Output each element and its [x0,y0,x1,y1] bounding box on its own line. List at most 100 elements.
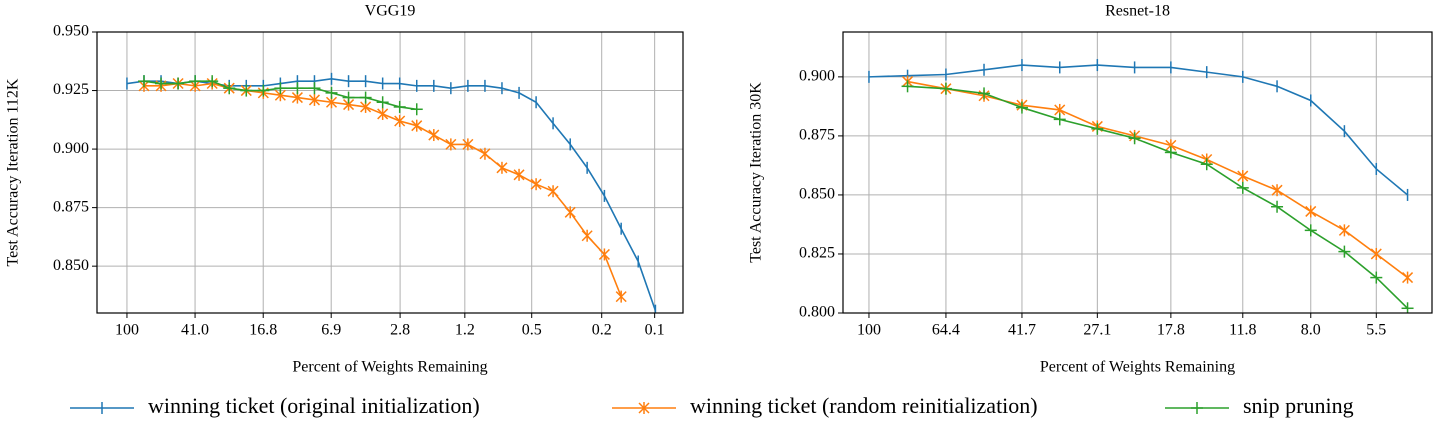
x-tick-label: 0.1 [645,322,665,339]
point-marker [1236,181,1249,194]
legend-label: snip pruning [1243,393,1354,418]
point-marker [1164,146,1177,159]
x-tick-label: 6.9 [321,322,341,339]
point-marker [291,82,304,95]
x-tick-label: 41.0 [181,322,209,339]
point-marker [1305,205,1317,218]
x-tick-label: 41.7 [1008,322,1036,339]
legend-label: winning ticket (random reinitialization) [690,393,1038,418]
point-marker [1091,122,1104,135]
point-marker [1191,402,1203,414]
point-marker [638,402,650,414]
x-axis-label: Percent of Weights Remaining [1040,359,1235,376]
x-tick-label: 0.5 [522,322,542,339]
point-marker [155,77,168,90]
x-tick-label: 27.1 [1083,322,1111,339]
point-marker [172,77,185,90]
point-marker [1338,245,1351,258]
x-tick-label: 17.8 [1157,322,1185,339]
point-marker [206,75,219,88]
x-tick-label: 100 [115,322,139,339]
point-marker [978,87,991,100]
y-tick-label: 0.875 [53,198,89,215]
point-marker [325,86,338,99]
point-marker [1370,271,1383,284]
point-marker [939,82,952,95]
y-tick-label: 0.900 [799,68,835,85]
plot-area [126,72,657,313]
subplot: 100 64.4 41.7 27.1 17.8 11.8 8.0 5.5 0.900 0.875 0… [748,3,1433,376]
x-tick-label: 1.2 [455,322,475,339]
point-marker [445,138,457,151]
x-axis-label: Percent of Weights Remaining [292,359,487,376]
legend-label: winning ticket (original initialization) [148,393,480,418]
point-marker [308,93,320,106]
point-marker [615,290,627,303]
point-marker [257,84,270,97]
point-marker [1401,302,1414,313]
x-tick-label: 11.8 [1229,322,1256,339]
point-marker [513,168,525,181]
point-marker [342,91,355,104]
point-marker [394,114,406,127]
plot-area [868,59,1414,313]
point-marker [1338,224,1350,237]
y-axis-label: Test Accuracy Iteration 112K [5,78,22,266]
x-tick-label: 100 [857,322,881,339]
point-marker [376,96,389,109]
point-marker [377,107,389,120]
series-line [126,78,657,311]
point-marker [240,84,253,97]
point-marker [1200,158,1213,171]
point-marker [1370,247,1382,260]
point-marker [496,161,508,174]
point-marker [428,129,440,142]
point-marker [1271,200,1284,213]
y-tick-label: 0.900 [53,140,89,157]
point-marker [189,75,202,88]
point-marker [547,185,559,198]
x-tick-label: 64.4 [932,322,960,339]
point-marker [598,248,610,261]
point-marker [1271,184,1283,197]
subplot: 100 41.0 16.8 6.9 2.8 1.2 0.5 0.2 0.1 0.950 0.925 0… [5,3,684,376]
point-marker [308,82,321,95]
x-tick-label: 0.2 [592,322,612,339]
chart-title: Resnet-18 [1105,3,1170,20]
point-marker [901,80,914,93]
series-line [868,64,1409,196]
point-marker [581,229,593,242]
x-tick-label: 8.0 [1301,322,1321,339]
point-marker [1402,271,1414,284]
point-marker [1015,101,1028,114]
y-tick-label: 0.950 [53,23,89,40]
point-marker [393,100,406,113]
y-tick-label: 0.800 [799,304,835,321]
x-tick-label: 2.8 [390,322,410,339]
chart-title: VGG19 [365,3,416,20]
point-marker [564,206,576,219]
point-marker [1304,224,1317,237]
point-marker [1128,132,1141,145]
point-marker [462,138,474,151]
y-tick-label: 0.875 [799,127,835,144]
plot-frame [842,31,1433,314]
y-tick-label: 0.850 [53,257,89,274]
x-tick-label: 16.8 [249,322,277,339]
point-marker [1237,170,1249,183]
point-marker [137,75,150,88]
x-tick-label: 5.5 [1366,322,1386,339]
y-tick-label: 0.825 [799,245,835,262]
point-marker [410,103,423,116]
point-marker [223,82,236,95]
point-marker [479,147,491,160]
legend: winning ticket (original initialization)… [70,393,1354,418]
plot-frame [96,31,684,314]
point-marker [359,91,372,104]
point-marker [530,178,542,191]
series-line [907,80,1409,279]
y-tick-label: 0.850 [799,186,835,203]
y-tick-label: 0.925 [53,81,89,98]
point-marker [1053,113,1066,126]
